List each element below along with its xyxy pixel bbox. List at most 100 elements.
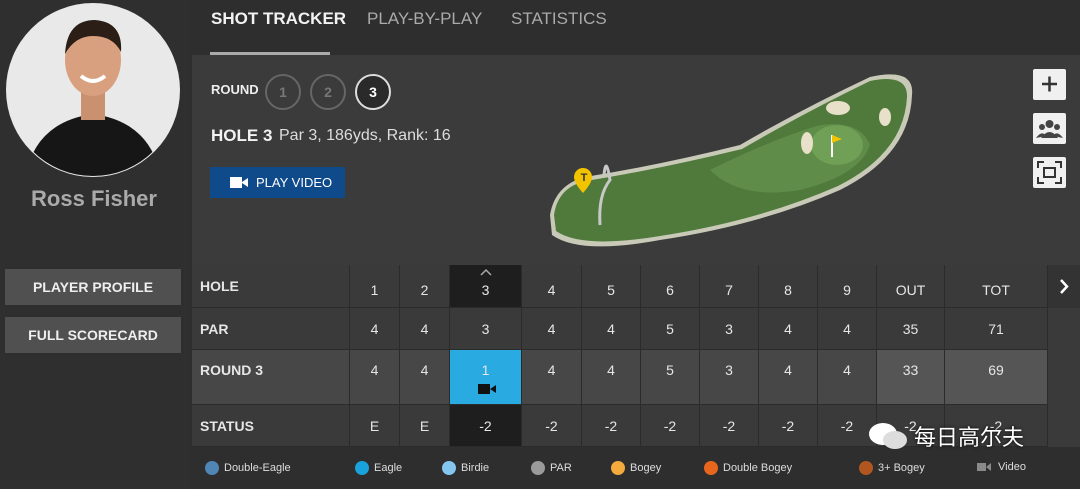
hole-map bbox=[550, 74, 913, 247]
tab[interactable]: SHOT TRACKER bbox=[211, 9, 347, 28]
score-cell: -2 bbox=[818, 405, 877, 447]
legend-item: Bogey bbox=[611, 461, 661, 475]
legend-label: Double-Eagle bbox=[224, 462, 291, 474]
round-option[interactable]: 1 bbox=[265, 74, 301, 110]
score-cell: 3 bbox=[700, 308, 759, 350]
score-cell: 4 bbox=[582, 308, 641, 350]
legend-swatch bbox=[205, 461, 219, 475]
round-label: ROUND bbox=[211, 82, 259, 97]
video-icon bbox=[478, 384, 496, 394]
active-tab-indicator bbox=[210, 52, 330, 55]
score-cell: 4 bbox=[522, 265, 582, 308]
cell-text: 3 bbox=[725, 320, 733, 337]
cell-text: 4 bbox=[607, 362, 615, 378]
tee-marker-label: T bbox=[580, 172, 588, 184]
score-cell: 4 bbox=[400, 350, 450, 405]
score-cell: -2 bbox=[700, 405, 759, 447]
cell-text: 4 bbox=[784, 320, 792, 337]
scroll-right[interactable] bbox=[1048, 265, 1080, 308]
cell-text: 5 bbox=[607, 282, 615, 298]
score-cell: -2 bbox=[522, 405, 582, 447]
score-cell: E bbox=[350, 405, 400, 447]
current-hole-caret bbox=[480, 268, 492, 276]
score-cell: 3 bbox=[450, 265, 522, 308]
cell-text: 4 bbox=[370, 320, 379, 337]
cell-text: 4 bbox=[547, 362, 556, 378]
cell-text: 4 bbox=[843, 320, 851, 337]
legend-label: Double Bogey bbox=[723, 462, 793, 474]
round-option[interactable]: 3 bbox=[355, 74, 391, 110]
cell-text: -2 bbox=[479, 417, 492, 434]
score-cell: 6 bbox=[641, 265, 700, 308]
cell-text: -2 bbox=[663, 417, 677, 434]
cell-text: E bbox=[419, 417, 430, 434]
cell-text: 4 bbox=[547, 320, 556, 337]
score-cell: TOT bbox=[945, 265, 1048, 308]
chevron bbox=[1060, 279, 1069, 294]
cell-text: 69 bbox=[988, 362, 1004, 378]
legend-swatch bbox=[442, 461, 456, 475]
legend-swatch bbox=[859, 461, 873, 475]
score-cell: 4 bbox=[759, 308, 818, 350]
map-controls bbox=[1033, 69, 1066, 188]
score-cell: 5 bbox=[641, 308, 700, 350]
cell-text: 5 bbox=[666, 320, 674, 337]
cell-text: 5 bbox=[666, 362, 674, 378]
score-cell: 4 bbox=[350, 350, 400, 405]
score-cell: 4 bbox=[522, 350, 582, 405]
cell-text: 6 bbox=[666, 282, 674, 298]
legend-label: Video bbox=[998, 461, 1026, 473]
score-cell: 4 bbox=[582, 350, 641, 405]
hole-label: HOLE 3 bbox=[211, 126, 273, 145]
groups-button[interactable] bbox=[1033, 113, 1066, 144]
score-cell: 1 bbox=[450, 350, 522, 405]
cell-text: 8 bbox=[784, 282, 792, 298]
legend-label: PAR bbox=[550, 462, 572, 474]
row-label: ROUND 3 bbox=[192, 350, 350, 405]
cell-text: -2 bbox=[604, 417, 618, 434]
score-cell: 69 bbox=[945, 350, 1048, 405]
cell-text: 33 bbox=[902, 362, 919, 378]
legend-item: PAR bbox=[531, 461, 572, 475]
round-option[interactable]: 2 bbox=[310, 74, 346, 110]
row-label: PAR bbox=[192, 308, 350, 350]
cell-text: 4 bbox=[607, 320, 615, 337]
score-cell: 7 bbox=[700, 265, 759, 308]
score-cell: 8 bbox=[759, 265, 818, 308]
cell-text: 4 bbox=[843, 362, 851, 378]
cell-text: 9 bbox=[843, 282, 851, 298]
video-icon bbox=[230, 177, 248, 188]
play-video-label: PLAY VIDEO bbox=[256, 175, 333, 190]
cell-text: 35 bbox=[902, 320, 919, 337]
watermark: 每日高尔夫 bbox=[866, 420, 1024, 452]
score-cell: 5 bbox=[641, 350, 700, 405]
legend-swatch bbox=[531, 461, 545, 475]
cell-text: 1 bbox=[481, 362, 490, 378]
tab[interactable]: STATISTICS bbox=[511, 9, 607, 28]
legend-item: Double Bogey bbox=[704, 461, 792, 475]
watermark-text: 每日高尔夫 bbox=[914, 425, 1025, 450]
tab[interactable]: PLAY-BY-PLAY bbox=[367, 9, 483, 28]
cell-text: 3 bbox=[725, 362, 733, 378]
legend-item: 3+ Bogey bbox=[859, 461, 925, 475]
cell-text: 4 bbox=[784, 362, 792, 378]
fullscreen-button[interactable] bbox=[1033, 157, 1066, 188]
player-name: Ross Fisher bbox=[31, 186, 157, 211]
play-video-button[interactable]: PLAY VIDEO bbox=[210, 167, 345, 198]
score-cell: 4 bbox=[350, 308, 400, 350]
cell-text: 2 bbox=[420, 282, 429, 298]
full-scorecard-button[interactable]: FULL SCORECARD bbox=[5, 317, 181, 353]
legend-swatch bbox=[611, 461, 625, 475]
player-profile-button[interactable]: PLAYER PROFILE bbox=[5, 269, 181, 305]
cell-text: 3 bbox=[481, 320, 490, 337]
score-cell: 33 bbox=[877, 350, 945, 405]
score-cell: 3 bbox=[700, 350, 759, 405]
score-cell: 9 bbox=[818, 265, 877, 308]
cell-text: OUT bbox=[895, 282, 926, 298]
cell-text: -2 bbox=[781, 417, 795, 434]
score-cell: E bbox=[400, 405, 450, 447]
score-cell: 4 bbox=[759, 350, 818, 405]
score-cell: -2 bbox=[450, 405, 522, 447]
player-photo bbox=[6, 3, 180, 177]
legend-label: Birdie bbox=[461, 462, 490, 474]
